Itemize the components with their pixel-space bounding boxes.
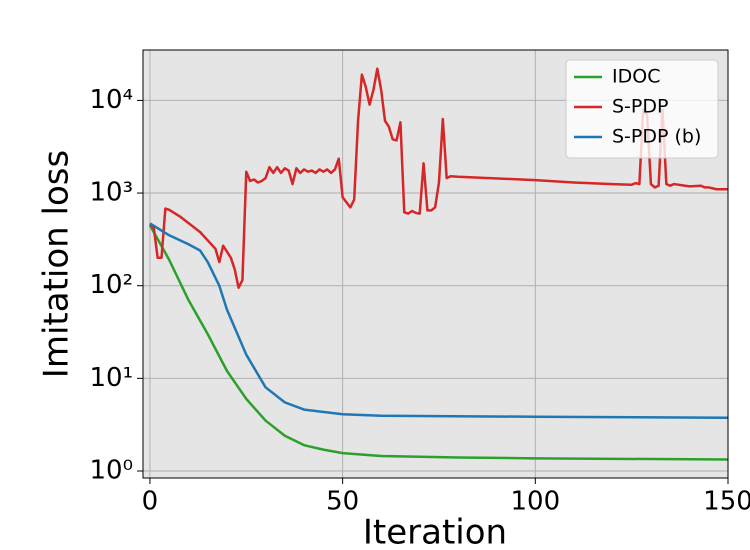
- legend-label: S-PDP (b): [612, 126, 701, 148]
- x-tick-label: 100: [510, 487, 560, 517]
- y-tick-label: 10⁰: [89, 455, 133, 485]
- x-tick-label: 50: [326, 487, 359, 517]
- y-tick-label: 10²: [89, 270, 133, 300]
- legend-label: S-PDP: [612, 96, 668, 118]
- data-line: [149, 222, 729, 420]
- y-tick-label: 10⁴: [89, 85, 133, 115]
- y-tick-label: 10³: [89, 178, 133, 208]
- plot-frame: [142, 49, 729, 479]
- y-tick-label: 10¹: [89, 363, 133, 393]
- x-tick-label: 150: [703, 487, 750, 517]
- x-tick-label: 0: [142, 487, 159, 517]
- data-line: [149, 67, 728, 290]
- data-line: [148, 224, 729, 461]
- legend-box: [565, 59, 719, 159]
- legend-label: IDOC: [612, 66, 660, 88]
- legend: IDOC S-PDP S-PDP (b): [565, 59, 719, 159]
- x-axis-label: Iteration: [363, 513, 507, 550]
- y-axis-label: Imitation loss: [37, 150, 77, 378]
